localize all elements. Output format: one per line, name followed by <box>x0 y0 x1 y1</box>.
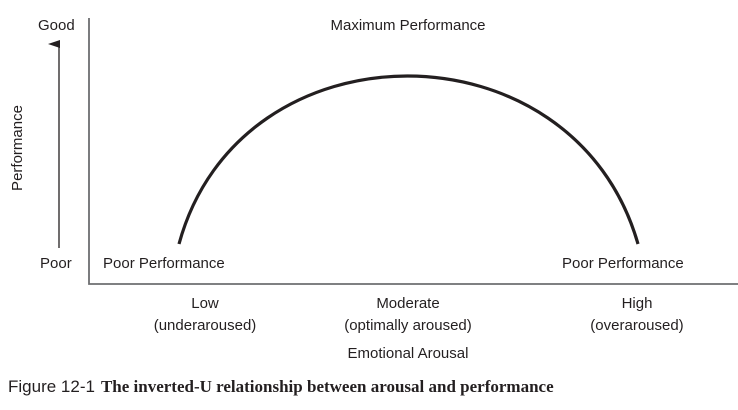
tick-level: Low <box>191 295 219 312</box>
left-annotation: Poor Performance <box>103 255 225 272</box>
tick-desc: (overaroused) <box>590 317 684 334</box>
right-annotation: Poor Performance <box>562 255 684 272</box>
caption-number: Figure 12-1 <box>8 377 95 396</box>
y-axis-top-label: Good <box>38 17 75 34</box>
figure-caption: Figure 12-1 The inverted-U relationship b… <box>8 377 554 397</box>
axes <box>88 18 738 285</box>
tick-level: High <box>621 295 653 312</box>
tick-desc: (underaroused) <box>153 317 257 334</box>
x-tick-low: Low (underaroused) <box>154 295 257 335</box>
caption-title: The inverted-U relationship between arou… <box>100 377 554 396</box>
y-axis-label: Performance <box>9 105 26 191</box>
peak-annotation: Maximum Performance <box>330 17 486 34</box>
inverted-u-curve <box>177 74 640 245</box>
x-axis-label: Emotional Arousal <box>347 345 469 362</box>
x-tick-moderate: Moderate (optimally aroused) <box>344 295 472 335</box>
tick-desc: (optimally aroused) <box>344 317 472 334</box>
tick-level: Moderate <box>376 295 440 312</box>
x-tick-high: High (overaroused) <box>590 295 683 335</box>
y-axis-bottom-label: Poor <box>40 255 72 272</box>
